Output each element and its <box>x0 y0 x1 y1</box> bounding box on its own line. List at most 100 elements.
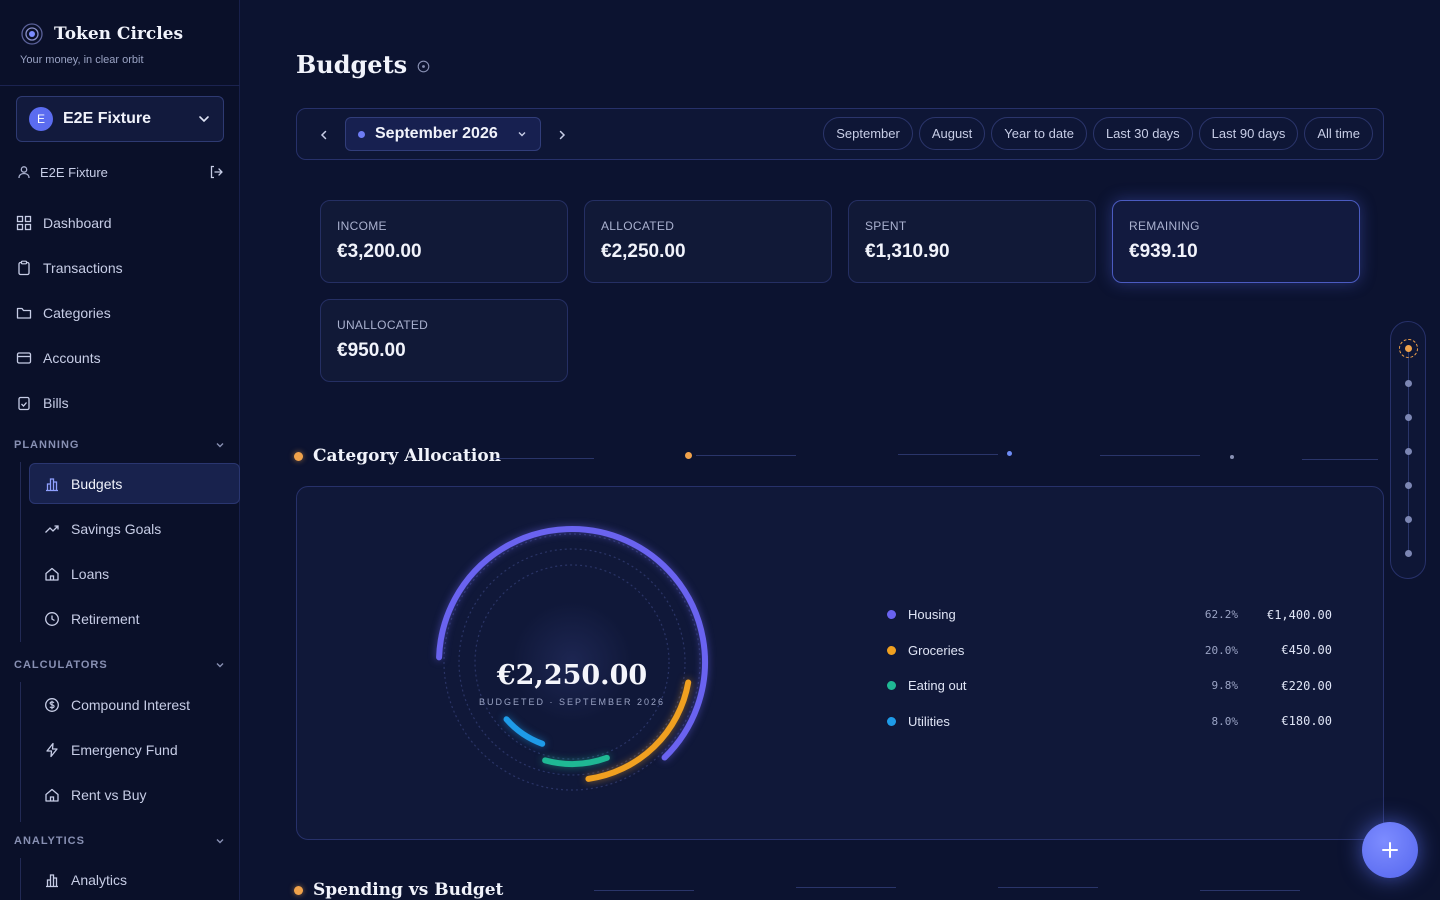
nav-tree-line <box>20 858 21 900</box>
rail-item[interactable] <box>1405 414 1412 421</box>
stat-label: REMAINING <box>1129 219 1200 233</box>
logout-icon[interactable] <box>208 164 224 180</box>
legend-dot <box>887 610 896 620</box>
legend-dot <box>887 645 896 655</box>
sidebar-item-analytics[interactable]: Analytics <box>44 865 234 895</box>
chip-september[interactable]: September <box>823 117 913 150</box>
home-icon <box>45 788 59 802</box>
chip-last-30-days[interactable]: Last 30 days <box>1092 117 1193 150</box>
orbit-ring <box>443 533 701 791</box>
page-title: Budgets <box>296 50 408 79</box>
section-nav-rail <box>1390 321 1426 579</box>
trend-up-icon <box>45 525 59 533</box>
decorative-dot <box>1230 455 1234 459</box>
next-period-button[interactable] <box>552 125 572 145</box>
donut-arc-groceries[interactable] <box>585 679 692 782</box>
legend-dot <box>887 681 896 691</box>
legend-pct: 9.8% <box>1211 679 1239 693</box>
legend-amount: €180.00 <box>1281 714 1332 729</box>
sidebar-item-categories[interactable]: Categories <box>16 298 224 328</box>
orbit-logo-icon <box>21 23 43 45</box>
sidebar-item-label: Budgets <box>71 476 123 492</box>
brand-name: Token Circles <box>54 24 184 44</box>
decorative-line <box>494 458 594 459</box>
rail-item[interactable] <box>1405 380 1412 387</box>
add-button[interactable] <box>1362 822 1418 878</box>
nav-tree-line <box>20 462 21 642</box>
workspace-name: E2E Fixture <box>63 110 152 127</box>
legend-pct: 20.0% <box>1204 643 1238 657</box>
sidebar-item-retirement[interactable]: Retirement <box>44 604 234 634</box>
stat-label: UNALLOCATED <box>337 318 429 332</box>
donut-subtitle: BUDGETED · SEPTEMBER 2026 <box>478 697 666 707</box>
sidebar-item-transactions[interactable]: Transactions <box>16 253 224 283</box>
rail-item[interactable] <box>1405 550 1412 557</box>
chevron-left-icon <box>320 130 327 140</box>
chip-august[interactable]: August <box>918 117 986 150</box>
month-dot <box>358 130 365 138</box>
legend-row[interactable]: Groceries 20.0% €450.00 <box>887 633 1332 669</box>
sidebar-item-label: Rent vs Buy <box>71 787 147 803</box>
legend-row[interactable]: Utilities 8.0% €180.00 <box>887 704 1332 740</box>
section-dot <box>294 451 303 461</box>
sidebar-item-budgets[interactable]: Budgets <box>44 469 234 499</box>
sidebar-item-savings-goals[interactable]: Savings Goals <box>44 514 234 544</box>
chip-all-time[interactable]: All time <box>1304 117 1373 150</box>
sidebar-divider <box>0 85 240 86</box>
workspace-switcher[interactable]: E E2E Fixture <box>16 96 224 142</box>
period-selector: September 2026 September August Year to … <box>296 108 1384 160</box>
stat-label: INCOME <box>337 219 387 233</box>
donut-arc-housing[interactable] <box>436 526 708 761</box>
rail-item-active[interactable] <box>1399 339 1418 358</box>
decorative-line <box>1100 455 1200 456</box>
decorative-line <box>594 890 694 891</box>
allocation-donut: €2,250.00 BUDGETED · SEPTEMBER 2026 <box>427 517 717 807</box>
sidebar-item-rent-vs-buy[interactable]: Rent vs Buy <box>44 780 234 810</box>
sidebar-item-dashboard[interactable]: Dashboard <box>16 208 224 238</box>
clipboard-check-icon <box>18 396 30 411</box>
sidebar-item-emergency-fund[interactable]: Emergency Fund <box>44 735 234 765</box>
sidebar-item-label: Compound Interest <box>71 697 191 713</box>
donut-arc-utilities[interactable] <box>503 716 546 747</box>
allocation-card: €2,250.00 BUDGETED · SEPTEMBER 2026 Hous… <box>296 486 1384 840</box>
sidebar-item-label: Analytics <box>71 872 128 888</box>
donut-arc-eating-out[interactable] <box>542 754 610 767</box>
sidebar-item-compound-interest[interactable]: Compound Interest <box>44 690 234 720</box>
rail-item[interactable] <box>1405 448 1412 455</box>
sidebar-item-loans[interactable]: Loans <box>44 559 234 589</box>
decorative-dot <box>1007 451 1012 456</box>
sidebar-item-bills[interactable]: Bills <box>16 388 224 418</box>
sidebar-item-accounts[interactable]: Accounts <box>16 343 224 373</box>
clock-icon <box>45 612 59 626</box>
info-icon[interactable] <box>417 60 430 73</box>
section-dot <box>294 885 303 895</box>
section-calculators[interactable]: CALCULATORS <box>14 657 226 673</box>
chevron-down-icon <box>216 663 224 668</box>
section-spending-vs-budget: Spending vs Budget <box>294 880 503 900</box>
clipboard-icon <box>18 260 30 276</box>
month-dropdown[interactable]: September 2026 <box>345 117 541 151</box>
donut-center: €2,250.00 BUDGETED · SEPTEMBER 2026 <box>427 660 717 707</box>
chip-year-to-date[interactable]: Year to date <box>991 117 1087 150</box>
legend-pct: 62.2% <box>1204 608 1238 622</box>
stat-value: €950.00 <box>337 340 406 361</box>
section-analytics[interactable]: ANALYTICS <box>14 833 226 849</box>
decorative-line <box>796 887 896 888</box>
month-dropdown-value: September 2026 <box>375 125 498 142</box>
sidebar-item-label: Dashboard <box>43 215 112 231</box>
chip-last-90-days[interactable]: Last 90 days <box>1198 117 1299 150</box>
legend-row[interactable]: Eating out 9.8% €220.00 <box>887 668 1332 704</box>
legend-row[interactable]: Housing 62.2% €1,400.00 <box>887 597 1332 633</box>
bar-chart-icon <box>46 874 58 888</box>
grid-icon <box>16 215 32 231</box>
prev-period-button[interactable] <box>314 125 334 145</box>
brand: Token Circles Your money, in clear orbit <box>20 22 183 66</box>
rail-item[interactable] <box>1405 516 1412 523</box>
section-planning[interactable]: PLANNING <box>14 437 226 453</box>
legend-dot <box>887 716 896 726</box>
rail-item[interactable] <box>1405 482 1412 489</box>
stat-label: SPENT <box>865 219 907 233</box>
sidebar: Token Circles Your money, in clear orbit… <box>0 0 240 900</box>
allocation-legend: Housing 62.2% €1,400.00 Groceries 20.0% … <box>887 597 1332 739</box>
center-glow <box>512 602 632 722</box>
